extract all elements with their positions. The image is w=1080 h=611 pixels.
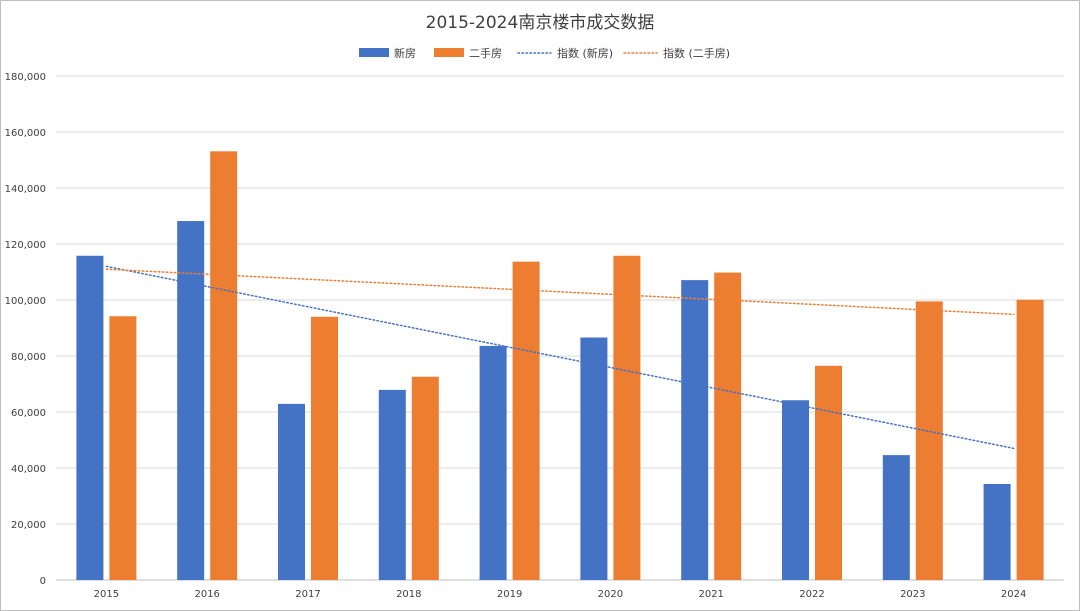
- bar-new-home: [580, 337, 608, 580]
- x-tick-label: 2016: [194, 589, 219, 600]
- chart-title: 2015-2024南京楼市成交数据: [426, 13, 655, 33]
- x-tick-label: 2018: [396, 589, 421, 600]
- y-tick-label: 160,000: [5, 128, 46, 139]
- y-tick-label: 180,000: [5, 72, 46, 83]
- bar-resale-home: [311, 316, 338, 580]
- x-tick-label: 2024: [1001, 589, 1026, 600]
- bar-new-home: [76, 255, 104, 580]
- legend-label-resale-home: 二手房: [469, 46, 502, 60]
- gridlines: [56, 75, 1064, 581]
- legend-label-new-home: 新房: [394, 46, 416, 60]
- bar-new-home: [782, 400, 809, 580]
- y-tick-label: 80,000: [11, 352, 46, 363]
- x-tick-label: 2017: [295, 589, 320, 600]
- legend: 新房 二手房 指数 (新房) 指数 (二手房): [359, 46, 730, 60]
- x-tick-label: 2021: [698, 589, 723, 600]
- y-axis: 0 20,000 40,000 60,000 80,000 100,000 120,000 1…: [5, 72, 46, 587]
- y-tick-label: 100,000: [5, 296, 46, 307]
- bar-resale-home: [411, 376, 439, 580]
- legend-label-trend-resale-home: 指数 (二手房): [663, 46, 730, 60]
- x-tick-label: 2023: [900, 589, 925, 600]
- trendline-new-home: [105, 265, 1015, 450]
- bar-resale-home: [210, 151, 238, 580]
- legend-label-trend-new-home: 指数 (新房): [557, 46, 613, 60]
- bar-resale-home: [714, 272, 742, 580]
- y-tick-label: 120,000: [5, 240, 46, 251]
- bar-new-home: [177, 221, 205, 581]
- y-tick-label: 60,000: [11, 408, 46, 419]
- x-tick-label: 2022: [799, 589, 824, 600]
- bar-new-home: [479, 345, 507, 580]
- trendlines: [105, 265, 1015, 450]
- bar-resale-home: [109, 316, 137, 580]
- legend-swatch-resale-home: [434, 48, 464, 57]
- bars: [76, 151, 1044, 581]
- bar-resale-home: [1016, 299, 1044, 580]
- bar-new-home: [882, 455, 910, 580]
- x-axis: 2015 2016 2017 2018 2019 2020 2021 2022 2023 2024: [94, 589, 1027, 600]
- x-tick-label: 2015: [94, 589, 119, 600]
- x-tick-label: 2020: [598, 589, 623, 600]
- bar-new-home: [378, 389, 406, 580]
- bar-resale-home: [512, 261, 540, 580]
- y-tick-label: 140,000: [5, 184, 46, 195]
- bar-new-home: [681, 280, 709, 580]
- legend-swatch-new-home: [359, 48, 389, 57]
- y-tick-label: 0: [40, 576, 46, 587]
- bar-resale-home: [815, 365, 842, 580]
- bar-resale-home: [613, 255, 641, 580]
- x-tick-label: 2019: [497, 589, 522, 600]
- bar-new-home: [278, 403, 305, 580]
- bar-new-home: [983, 483, 1011, 580]
- bar-resale-home: [915, 301, 943, 580]
- y-tick-label: 20,000: [11, 520, 46, 531]
- trendline-resale-home: [105, 268, 1015, 316]
- y-tick-label: 40,000: [11, 464, 46, 475]
